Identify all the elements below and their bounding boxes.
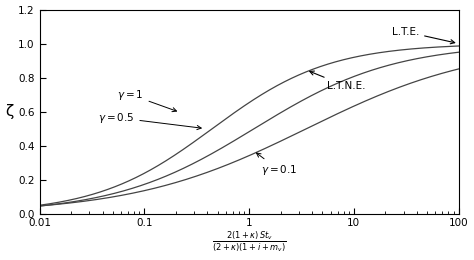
Text: L.T.E.: L.T.E. [392,27,455,44]
Text: L.T.N.E.: L.T.N.E. [310,71,365,91]
X-axis label: $\frac{2(1+\kappa)\,St_v}{(2+\kappa)(1+i+m_v)}$: $\frac{2(1+\kappa)\,St_v}{(2+\kappa)(1+i… [212,230,286,255]
Text: $\gamma = 0.1$: $\gamma = 0.1$ [256,153,298,177]
Y-axis label: ζ: ζ [6,104,14,119]
Text: $\gamma = 0.5$: $\gamma = 0.5$ [98,110,201,130]
Text: $\gamma = 1$: $\gamma = 1$ [117,88,176,112]
